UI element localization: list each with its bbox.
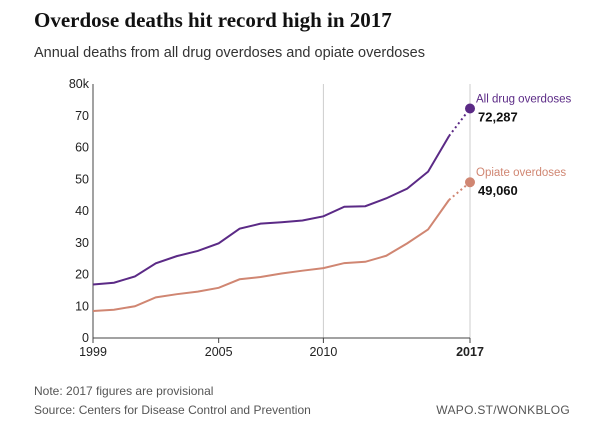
y-tick-label: 30	[75, 236, 89, 250]
y-tick-label: 20	[75, 268, 89, 282]
chart-subtitle: Annual deaths from all drug overdoses an…	[34, 45, 425, 61]
x-tick-label: 2017	[456, 345, 484, 359]
series-endpoint-1	[465, 177, 475, 188]
x-tick-label: 2010	[309, 345, 337, 359]
y-tick-label: 70	[75, 109, 89, 123]
series-line-1	[92, 199, 450, 313]
y-tick-label: 50	[75, 172, 89, 186]
y-tick-label: 40	[75, 204, 89, 218]
source-text: Source: Centers for Disease Control and …	[34, 403, 311, 417]
y-tick-label: 10	[75, 299, 89, 313]
series-line-0	[92, 135, 450, 286]
gridlines	[322, 84, 471, 338]
chart-title: Overdose deaths hit record high in 2017	[34, 8, 392, 32]
note-text: Note: 2017 figures are provisional	[34, 384, 214, 398]
series-labels: All drug overdoses 72,287 Opiate overdoses…	[476, 93, 571, 198]
series-value-label-0: 72,287	[478, 109, 518, 124]
credit-text: WAPO.ST/WONKBLOG	[436, 403, 570, 417]
series-name-label-1: Opiate overdoses	[476, 167, 566, 179]
y-tick-label: 0	[82, 331, 89, 345]
series-value-label-1: 49,060	[478, 183, 518, 198]
y-tick-label: 80k	[69, 77, 90, 91]
series-endpoint-0	[465, 103, 475, 114]
series-provisional-line-0	[448, 107, 471, 137]
axes: 0 10 20 30 40 50 60 70 80k 1999 2005 2010 2017	[69, 77, 484, 359]
series-lines	[92, 103, 475, 313]
series-name-label-0: All drug overdoses	[476, 93, 571, 105]
x-tick-label: 2005	[205, 345, 233, 359]
x-tick-label: 1999	[79, 345, 107, 359]
y-tick-label: 60	[75, 141, 89, 155]
